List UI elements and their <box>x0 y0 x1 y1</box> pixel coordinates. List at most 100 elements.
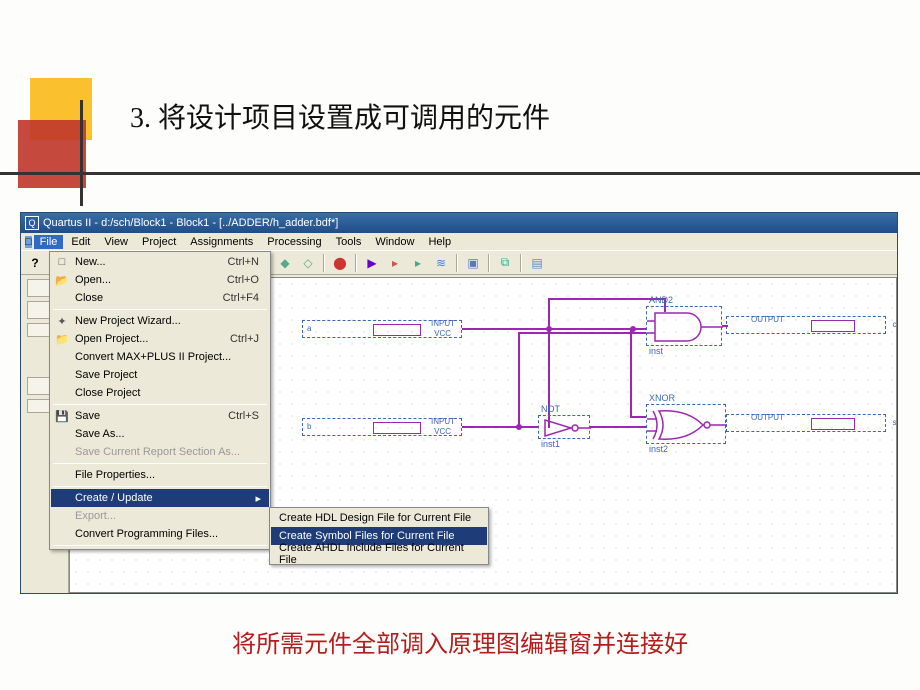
file-menu-item[interactable]: □New...Ctrl+N <box>51 253 269 271</box>
file-menu-item[interactable]: 📁Open Project...Ctrl+J <box>51 330 269 348</box>
menu-help[interactable]: Help <box>422 235 457 249</box>
port-label-output: OUTPUT <box>751 315 784 324</box>
wire <box>518 332 520 428</box>
menu-separator <box>53 404 267 405</box>
gate-instance-label: inst <box>649 346 663 356</box>
menu-separator <box>53 545 267 546</box>
menubar: □ File Edit View Project Assignments Pro… <box>21 233 897 251</box>
menu-item-label: Convert MAX+PLUS II Project... <box>73 351 265 363</box>
tb-flag1-icon[interactable]: ▸ <box>385 253 405 273</box>
submenu-arrow-icon: ▸ <box>255 492 265 505</box>
tb-flag2-icon[interactable]: ▸ <box>408 253 428 273</box>
toolbar-sep <box>456 254 458 272</box>
menu-processing[interactable]: Processing <box>261 235 327 249</box>
menu-file[interactable]: File <box>34 235 64 249</box>
file-menu-item[interactable]: ✦New Project Wizard... <box>51 312 269 330</box>
deco-vertical-bar <box>80 100 83 206</box>
menu-item-label: File Properties... <box>73 469 265 481</box>
submenu-item-label: Create HDL Design File for Current File <box>279 512 471 524</box>
wire <box>462 426 538 428</box>
file-menu-item[interactable]: Convert MAX+PLUS II Project... <box>51 348 269 366</box>
gate-instance-label: inst1 <box>541 439 560 449</box>
tb-stack2-icon[interactable]: ◇ <box>298 253 318 273</box>
file-menu-item[interactable]: File Properties... <box>51 466 269 484</box>
tb-chip-icon[interactable]: ▣ <box>463 253 483 273</box>
input-pin-shape <box>373 324 421 336</box>
gate-instance-label: inst2 <box>649 444 668 454</box>
menu-item-label: Convert Programming Files... <box>73 528 265 540</box>
tb-play-icon[interactable]: ▶ <box>362 253 382 273</box>
menu-item-label: Open... <box>73 274 227 286</box>
gate-xnor[interactable]: XNOR inst2 <box>646 404 726 444</box>
port-name-co: co <box>893 320 897 329</box>
gate-type-label: AND2 <box>649 295 673 305</box>
app-window: Q Quartus II - d:/sch/Block1 - Block1 - … <box>20 212 898 594</box>
tb-wave-icon[interactable]: ≋ <box>431 253 451 273</box>
menu-separator <box>53 463 267 464</box>
gate-type-label: XNOR <box>649 393 675 403</box>
file-menu-item[interactable]: Close Project <box>51 384 269 402</box>
wire <box>722 325 728 327</box>
input-pin-shape <box>373 422 421 434</box>
create-update-submenu: Create HDL Design File for Current File C… <box>269 507 489 565</box>
wire <box>518 332 646 334</box>
submenu-item-label: Create AHDL Include Files for Current Fi… <box>279 542 479 566</box>
window-titlebar[interactable]: Q Quartus II - d:/sch/Block1 - Block1 - … <box>21 213 897 233</box>
menu-item-label: Save Project <box>73 369 265 381</box>
menu-item-icon: 📁 <box>51 333 73 346</box>
wire <box>590 426 646 428</box>
port-label-output: OUTPUT <box>751 413 784 422</box>
file-menu-item[interactable]: Convert Programming Files... <box>51 525 269 543</box>
slide-caption: 将所需元件全部调入原理图编辑窗并连接好 <box>0 624 920 659</box>
tb-timing-icon[interactable]: ⧉ <box>495 253 515 273</box>
file-menu-item[interactable]: 💾SaveCtrl+S <box>51 407 269 425</box>
menu-assignments[interactable]: Assignments <box>184 235 259 249</box>
input-port-b[interactable]: b INPUT VCC <box>302 418 462 436</box>
file-menu-item[interactable]: Create / Update▸ <box>51 489 269 507</box>
menu-item-label: Close Project <box>73 387 265 399</box>
output-pin-shape <box>811 418 855 430</box>
port-name-a: a <box>307 324 311 333</box>
doc-icon: □ <box>25 236 32 248</box>
menu-item-shortcut: Ctrl+S <box>228 410 265 422</box>
gate-and2[interactable]: AND2 inst <box>646 306 722 346</box>
menu-view[interactable]: View <box>98 235 134 249</box>
output-port-so[interactable]: OUTPUT so <box>726 414 886 432</box>
port-label-vcc: VCC <box>434 427 451 436</box>
port-label-vcc: VCC <box>434 329 451 338</box>
output-port-co[interactable]: OUTPUT co <box>726 316 886 334</box>
menu-item-label: Export... <box>73 510 265 522</box>
submenu-item-label: Create Symbol Files for Current File <box>279 530 454 542</box>
toolbar-sep <box>355 254 357 272</box>
xnor-gate-icon <box>647 405 727 445</box>
menu-separator <box>53 309 267 310</box>
menu-separator <box>53 486 267 487</box>
menu-item-icon: □ <box>51 256 73 268</box>
file-menu-item[interactable]: CloseCtrl+F4 <box>51 289 269 307</box>
menu-tools[interactable]: Tools <box>330 235 368 249</box>
file-menu-dropdown: □New...Ctrl+N📂Open...Ctrl+OCloseCtrl+F4 ✦… <box>49 251 271 550</box>
gate-type-label: NOT <box>541 404 560 414</box>
port-name-so: so <box>893 418 897 427</box>
menu-item-label: Create / Update <box>73 492 255 504</box>
deco-horizontal-bar <box>0 172 920 175</box>
tb-record-icon[interactable]: ⬤ <box>330 253 350 273</box>
slide-header: 3. 将设计项目设置成可调用的元件 <box>0 0 920 200</box>
port-label-input: INPUT <box>431 319 455 328</box>
input-port-a[interactable]: a INPUT VCC <box>302 320 462 338</box>
tb-report-icon[interactable]: ▤ <box>527 253 547 273</box>
file-menu-item[interactable]: Save Project <box>51 366 269 384</box>
file-menu-item: Save Current Report Section As... <box>51 443 269 461</box>
menu-edit[interactable]: Edit <box>65 235 96 249</box>
gate-not[interactable]: NOT inst1 <box>538 415 590 439</box>
menu-window[interactable]: Window <box>369 235 420 249</box>
menu-item-icon: 💾 <box>51 410 73 423</box>
submenu-item[interactable]: Create HDL Design File for Current File <box>271 509 487 527</box>
tb-stack1-icon[interactable]: ◆ <box>275 253 295 273</box>
file-menu-item[interactable]: Save As... <box>51 425 269 443</box>
file-menu-item[interactable]: 📂Open...Ctrl+O <box>51 271 269 289</box>
tb-help-icon[interactable]: ? <box>25 253 45 273</box>
submenu-item[interactable]: Create AHDL Include Files for Current Fi… <box>271 545 487 563</box>
menu-project[interactable]: Project <box>136 235 182 249</box>
menu-item-shortcut: Ctrl+O <box>227 274 265 286</box>
